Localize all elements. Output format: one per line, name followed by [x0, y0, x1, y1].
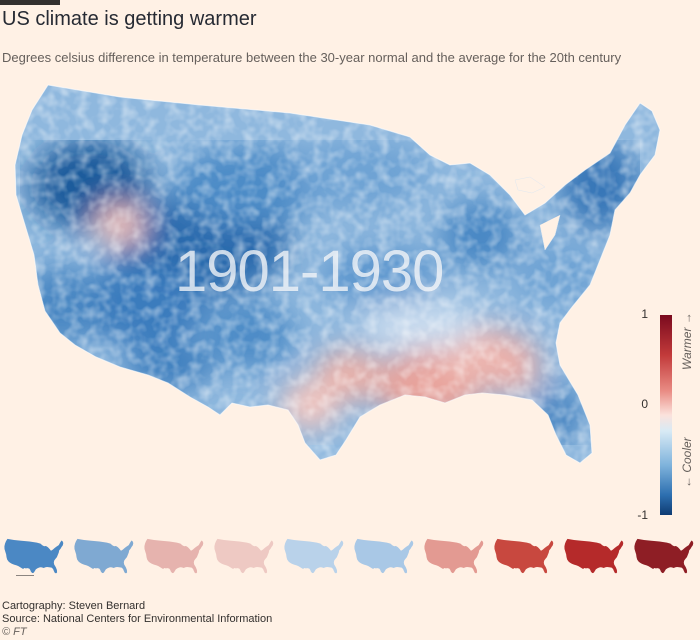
thumbnail-map-shape: [144, 538, 204, 574]
thumbnail-map[interactable]: [212, 538, 278, 580]
thumbnail-us-shape: [424, 538, 484, 574]
thumbnail-map-shape: [284, 538, 344, 574]
thumbnail-us-shape: [144, 538, 204, 574]
legend-warmer-label: Warmer →: [680, 312, 694, 370]
thumbnail-us-shape: [564, 538, 624, 574]
thumbnail-map[interactable]: [72, 538, 138, 580]
selected-thumbnail-marker: [16, 575, 34, 576]
color-legend: 1 0 -1 Warmer → ← Cooler: [620, 305, 700, 530]
thumbnail-map[interactable]: [632, 538, 698, 580]
legend-cooler-label: ← Cooler: [680, 437, 694, 488]
thumbnail-map-shape: [214, 538, 274, 574]
thumbnail-map[interactable]: [282, 538, 348, 580]
thumbnail-map-shape: [74, 538, 134, 574]
thumbnail-map[interactable]: [422, 538, 488, 580]
period-thumbnails[interactable]: [0, 538, 700, 588]
thumbnail-map[interactable]: [352, 538, 418, 580]
source-text: Source: National Centers for Environment…: [2, 613, 273, 625]
us-temperature-map: [0, 75, 700, 535]
thumbnail-map-shape: [354, 538, 414, 574]
thumbnail-us-shape: [354, 538, 414, 574]
thumbnail-map-shape: [494, 538, 554, 574]
thumbnail-map[interactable]: [562, 538, 628, 580]
legend-max-label: 1: [641, 307, 648, 321]
thumbnail-map-shape: [564, 538, 624, 574]
chart-title: US climate is getting warmer: [2, 8, 257, 30]
thumbnail-us-shape: [284, 538, 344, 574]
copyright-text: © FT: [2, 626, 27, 638]
legend-min-label: -1: [637, 508, 648, 522]
thumbnail-us-shape: [494, 538, 554, 574]
chart-subtitle: Degrees celsius difference in temperatur…: [2, 50, 622, 65]
thumbnail-us-shape: [4, 538, 64, 574]
thumbnail-us-shape: [634, 538, 694, 574]
period-label: 1901-1930: [175, 239, 444, 304]
legend-color-ramp: [660, 315, 672, 515]
legend-zero-label: 0: [641, 397, 648, 411]
thumbnail-map[interactable]: [142, 538, 208, 580]
thumbnail-map[interactable]: [492, 538, 558, 580]
credit-text: Cartography: Steven Bernard: [2, 600, 146, 612]
thumbnail-us-shape: [74, 538, 134, 574]
thumbnail-map-shape: [424, 538, 484, 574]
thumbnail-map[interactable]: [2, 538, 68, 580]
thumbnail-map-shape: [4, 538, 64, 574]
thumbnail-map-shape: [634, 538, 694, 574]
thumbnail-us-shape: [214, 538, 274, 574]
ft-top-bar: [0, 0, 60, 5]
